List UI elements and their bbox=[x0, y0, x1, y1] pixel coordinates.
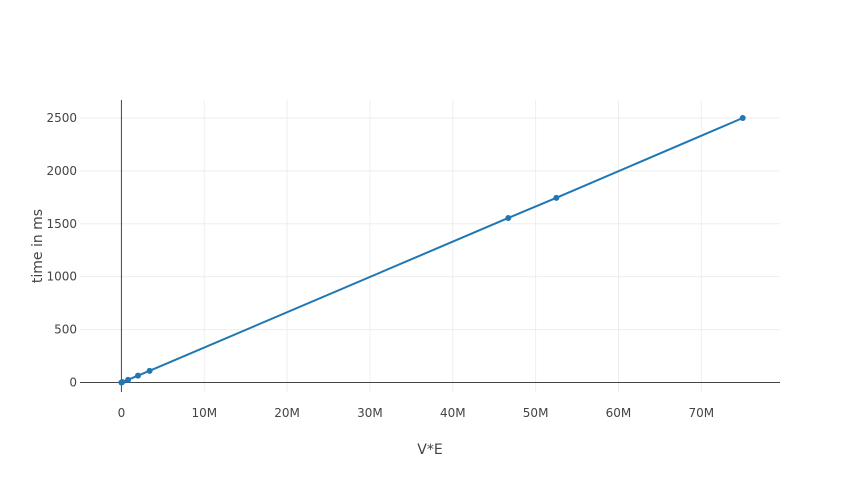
y-tick-label: 2500 bbox=[46, 111, 77, 125]
x-tick-label: 60M bbox=[606, 406, 632, 420]
x-tick-label: 40M bbox=[440, 406, 466, 420]
x-tick-label: 30M bbox=[357, 406, 383, 420]
axis-layer bbox=[80, 100, 780, 392]
data-point bbox=[146, 367, 153, 374]
x-tick-label: 0 bbox=[118, 406, 126, 420]
x-tick-label: 10M bbox=[191, 406, 217, 420]
y-tick-label: 0 bbox=[69, 375, 77, 389]
data-point bbox=[553, 194, 560, 201]
data-point bbox=[125, 376, 132, 383]
series-layer bbox=[118, 114, 746, 386]
data-point bbox=[505, 214, 512, 221]
x-tick-label: 20M bbox=[274, 406, 300, 420]
tick-label-layer: 0 10M 20M 30M 40M 50M 60M 70M 0 500 1000 1500 2000 25… bbox=[46, 111, 714, 420]
y-tick-label: 1000 bbox=[46, 270, 77, 284]
data-point bbox=[739, 114, 746, 121]
y-tick-label: 2000 bbox=[46, 164, 77, 178]
x-tick-label: 70M bbox=[688, 406, 714, 420]
y-axis-title: time in ms bbox=[30, 209, 46, 283]
data-point bbox=[119, 378, 126, 385]
grid-layer bbox=[80, 100, 780, 392]
x-tick-label: 50M bbox=[523, 406, 549, 420]
y-tick-label: 500 bbox=[54, 323, 77, 337]
y-tick-label: 1500 bbox=[46, 217, 77, 231]
data-point bbox=[134, 372, 141, 379]
series-line bbox=[120, 117, 744, 384]
x-axis-title: V*E bbox=[417, 442, 442, 458]
